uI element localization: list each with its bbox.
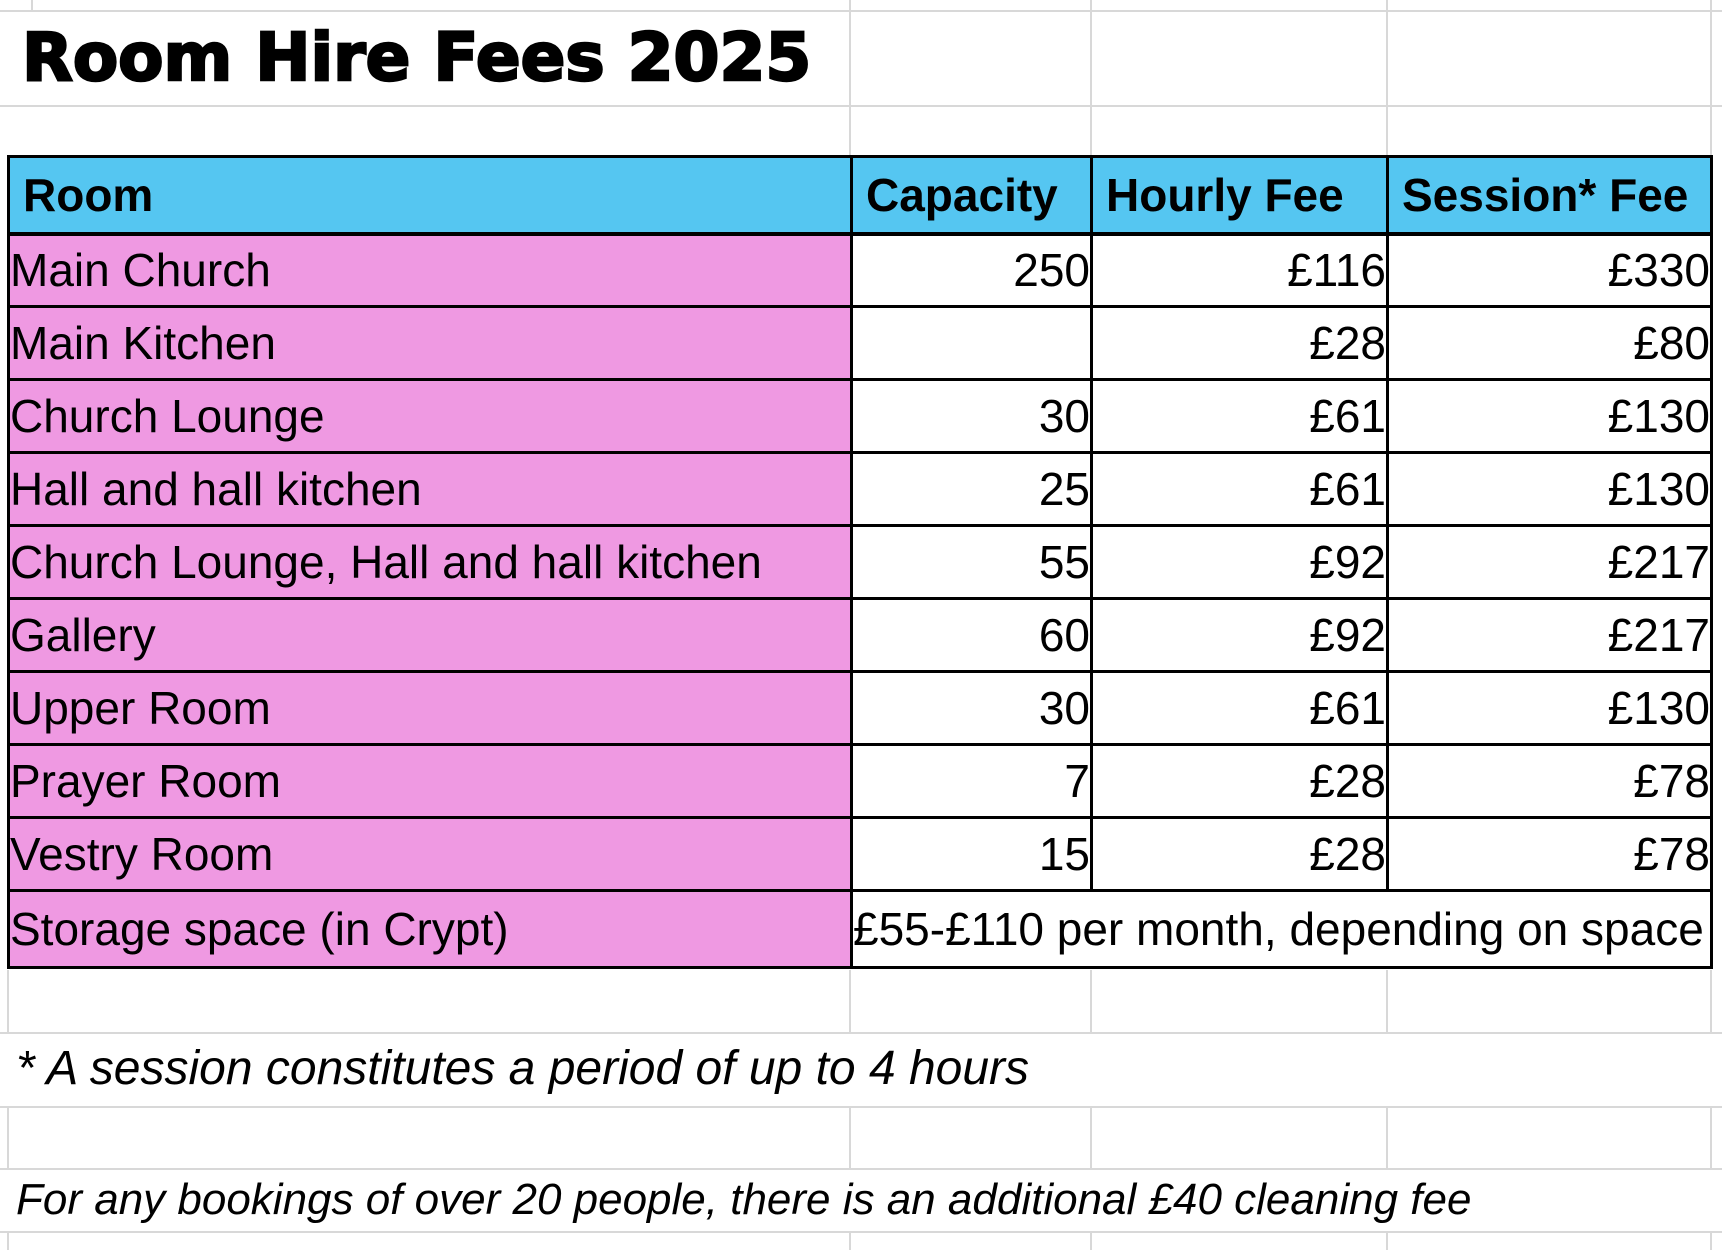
gridline-horizontal: [0, 1032, 1722, 1034]
capacity-cell[interactable]: 250: [850, 232, 1093, 308]
capacity-cell[interactable]: 55: [850, 524, 1093, 600]
table-row: Church Lounge, Hall and hall kitchen 55 …: [7, 524, 1713, 600]
room-hire-fees-table: Room Capacity Hourly Fee Session* Fee Ma…: [7, 155, 1713, 969]
gridline-vertical: [849, 970, 851, 1032]
gridline-vertical: [7, 1231, 9, 1250]
capacity-cell[interactable]: 30: [850, 670, 1093, 746]
gridline-vertical: [849, 1106, 851, 1168]
gridline-horizontal: [0, 105, 1722, 107]
table-row: Hall and hall kitchen 25 £61 £130: [7, 451, 1713, 527]
session-cell[interactable]: £130: [1386, 451, 1713, 527]
capacity-cell[interactable]: 60: [850, 597, 1093, 673]
gridline-horizontal: [0, 1231, 1722, 1233]
table-row: Vestry Room 15 £28 £78: [7, 816, 1713, 892]
gridline-horizontal: [0, 1106, 1722, 1108]
session-cell[interactable]: £217: [1386, 524, 1713, 600]
capacity-cell[interactable]: 25: [850, 451, 1093, 527]
storage-price-note-cell[interactable]: £55-£110 per month, depending on space r…: [850, 889, 1713, 969]
hourly-cell[interactable]: £61: [1090, 451, 1389, 527]
hourly-cell[interactable]: £116: [1090, 232, 1389, 308]
gridline-vertical: [31, 0, 33, 10]
gridline-vertical: [1386, 970, 1388, 1032]
capacity-cell[interactable]: 30: [850, 378, 1093, 454]
gridline-vertical: [849, 1231, 851, 1250]
room-cell[interactable]: Church Lounge, Hall and hall kitchen: [7, 524, 853, 600]
hourly-cell[interactable]: £61: [1090, 378, 1389, 454]
gridline-vertical: [7, 970, 9, 1032]
table-row: Upper Room 30 £61 £130: [7, 670, 1713, 746]
room-cell[interactable]: Upper Room: [7, 670, 853, 746]
capacity-cell[interactable]: 15: [850, 816, 1093, 892]
header-hourly-fee[interactable]: Hourly Fee: [1090, 155, 1389, 236]
cleaning-fee-footnote[interactable]: For any bookings of over 20 people, ther…: [16, 1175, 1472, 1224]
session-cell[interactable]: £330: [1386, 232, 1713, 308]
table-row: Main Church 250 £116 £330: [7, 232, 1713, 308]
room-cell[interactable]: Hall and hall kitchen: [7, 451, 853, 527]
table-row: Church Lounge 30 £61 £130: [7, 378, 1713, 454]
gridline-vertical: [1710, 0, 1712, 155]
session-cell[interactable]: £130: [1386, 670, 1713, 746]
room-cell[interactable]: Main Church: [7, 232, 853, 308]
gridline-vertical: [1090, 1106, 1092, 1168]
hourly-cell[interactable]: £28: [1090, 816, 1389, 892]
table-row-storage: Storage space (in Crypt) £55-£110 per mo…: [7, 889, 1713, 969]
gridline-horizontal: [0, 10, 1722, 12]
table-header-row: Room Capacity Hourly Fee Session* Fee: [7, 155, 1713, 236]
session-cell[interactable]: £217: [1386, 597, 1713, 673]
session-footnote[interactable]: * A session constitutes a period of up t…: [16, 1042, 1030, 1095]
session-cell[interactable]: £78: [1386, 816, 1713, 892]
gridline-vertical: [7, 1106, 9, 1168]
session-cell[interactable]: £78: [1386, 743, 1713, 819]
room-cell[interactable]: Vestry Room: [7, 816, 853, 892]
session-cell[interactable]: £130: [1386, 378, 1713, 454]
header-session-fee[interactable]: Session* Fee: [1386, 155, 1713, 236]
room-cell[interactable]: Main Kitchen: [7, 305, 853, 381]
hourly-cell[interactable]: £61: [1090, 670, 1389, 746]
gridline-horizontal: [0, 1168, 1722, 1170]
hourly-cell[interactable]: £92: [1090, 524, 1389, 600]
table-row: Gallery 60 £92 £217: [7, 597, 1713, 673]
gridline-vertical: [1090, 0, 1092, 155]
room-cell[interactable]: Storage space (in Crypt): [7, 889, 853, 969]
table-row: Main Kitchen £28 £80: [7, 305, 1713, 381]
capacity-cell[interactable]: [850, 305, 1093, 381]
gridline-vertical: [1386, 1106, 1388, 1168]
capacity-cell[interactable]: 7: [850, 743, 1093, 819]
hourly-cell[interactable]: £28: [1090, 305, 1389, 381]
gridline-vertical: [1386, 1231, 1388, 1250]
gridline-vertical: [1386, 0, 1388, 155]
gridline-vertical: [1710, 1231, 1712, 1250]
room-cell[interactable]: Gallery: [7, 597, 853, 673]
gridline-vertical: [1090, 1231, 1092, 1250]
gridline-vertical: [1090, 970, 1092, 1032]
session-cell[interactable]: £80: [1386, 305, 1713, 381]
hourly-cell[interactable]: £92: [1090, 597, 1389, 673]
header-room[interactable]: Room: [7, 155, 853, 236]
page-title[interactable]: Room Hire Fees 2025: [21, 18, 813, 98]
hourly-cell[interactable]: £28: [1090, 743, 1389, 819]
gridline-vertical: [849, 0, 851, 155]
gridline-vertical: [1710, 970, 1712, 1032]
header-capacity[interactable]: Capacity: [850, 155, 1093, 236]
room-cell[interactable]: Prayer Room: [7, 743, 853, 819]
table-row: Prayer Room 7 £28 £78: [7, 743, 1713, 819]
room-cell[interactable]: Church Lounge: [7, 378, 853, 454]
gridline-vertical: [1710, 1106, 1712, 1168]
